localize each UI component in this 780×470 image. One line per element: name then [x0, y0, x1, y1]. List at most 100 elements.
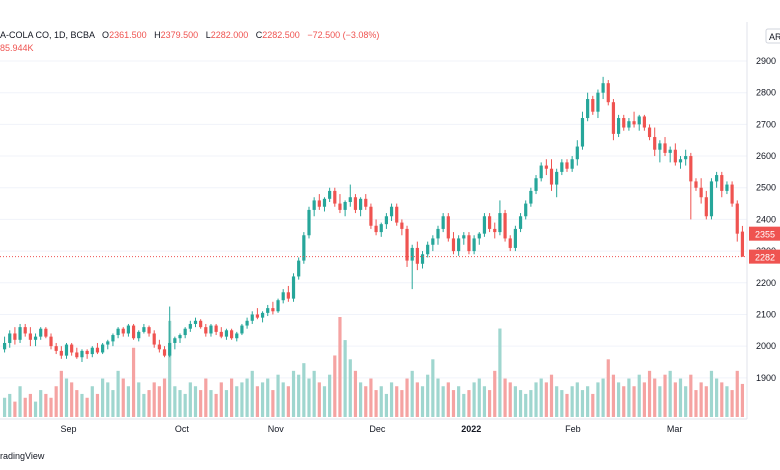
candle-body	[482, 216, 487, 234]
candle-body	[513, 228, 517, 248]
candle-body	[410, 247, 414, 261]
volume-bar	[498, 328, 502, 417]
candle-body	[699, 187, 703, 198]
candle-body	[740, 231, 745, 257]
candle-body	[451, 238, 456, 252]
volume-bar	[555, 386, 559, 417]
candle-body	[328, 190, 332, 199]
candle-body	[183, 328, 187, 336]
volume-bar	[54, 386, 58, 417]
candle-body	[131, 325, 136, 339]
candle-body	[420, 254, 425, 264]
volume-bar	[467, 390, 471, 417]
time-tick-label: Dec	[369, 424, 386, 434]
volume-bar	[493, 370, 497, 417]
candle-body	[493, 228, 497, 233]
volume-bar	[338, 317, 342, 417]
candle-body	[307, 209, 311, 236]
candle-body	[415, 247, 419, 264]
volume-bar	[302, 363, 306, 417]
volume-bar	[704, 386, 708, 417]
candle-body	[255, 314, 260, 318]
volume-bar	[75, 390, 79, 417]
volume-bar	[214, 393, 218, 417]
candle-body	[715, 175, 719, 182]
volume-bar	[70, 382, 74, 417]
candle-body	[637, 116, 641, 125]
volume-bar	[524, 393, 528, 417]
candle-body	[64, 344, 69, 356]
candle-body	[462, 235, 466, 239]
candle-body	[441, 216, 445, 229]
volume-bar	[281, 382, 285, 417]
volume-bar	[183, 393, 187, 417]
candle-body	[193, 320, 198, 324]
volume-bar	[80, 393, 84, 417]
candle-body	[426, 244, 430, 255]
volume-bar	[95, 393, 100, 417]
price-tick-label: 1900	[756, 373, 776, 383]
candle-body	[116, 328, 120, 336]
volume-bar	[59, 370, 63, 417]
candle-body	[673, 149, 677, 163]
scale-mode-badge[interactable]: AR	[765, 28, 780, 44]
volume-bar	[157, 386, 161, 417]
candle-body	[147, 327, 151, 334]
volume-bar	[121, 378, 125, 417]
high-value: 2379.500	[161, 30, 199, 40]
candle-body	[70, 344, 74, 353]
volume-bar	[85, 397, 89, 417]
candle-body	[663, 143, 667, 153]
volume-bar	[539, 378, 543, 417]
volume-bar	[348, 359, 352, 417]
svg-text:2282: 2282	[755, 253, 775, 263]
candle-body	[235, 333, 239, 339]
svg-text:2355: 2355	[755, 230, 775, 240]
candle-body	[59, 350, 63, 356]
volume-bar	[735, 370, 739, 417]
candle-body	[601, 83, 605, 93]
volume-bar	[513, 386, 517, 417]
candle-body	[178, 335, 182, 339]
volume-bar	[343, 340, 347, 417]
grid-lines	[0, 60, 747, 379]
candle-body	[322, 198, 327, 207]
time-axis[interactable]: Sep Oct Nov Dec 2022 Feb Mar	[60, 424, 682, 434]
candle-body	[704, 197, 708, 217]
volume-bar	[451, 390, 456, 417]
volume-bar	[204, 378, 208, 417]
volume-bar	[580, 390, 585, 417]
tradingview-watermark[interactable]: radingView	[0, 451, 45, 461]
candle-body	[725, 184, 729, 191]
candle-body	[142, 327, 146, 332]
candle-body	[518, 216, 523, 229]
volume-bar	[658, 386, 662, 417]
volume-bar	[240, 382, 244, 417]
low-label: L	[206, 30, 211, 40]
candle-body	[291, 276, 296, 299]
candle-body	[395, 206, 399, 223]
change-value: −72.500 (−3.08%)	[307, 30, 379, 40]
candle-body	[400, 222, 404, 229]
candle-body	[188, 323, 192, 329]
candle-body	[286, 292, 290, 299]
open-label: O	[102, 30, 109, 40]
candle-body	[18, 327, 22, 340]
candle-body	[23, 327, 27, 334]
candle-body	[616, 118, 621, 134]
volume-bar	[333, 355, 337, 417]
svg-text:AR: AR	[769, 32, 780, 42]
price-tick-label: 2800	[756, 88, 776, 98]
candle-body	[199, 320, 203, 328]
price-tick-label: 2600	[756, 151, 776, 161]
volume-bar	[699, 382, 703, 417]
volume-bar	[271, 390, 275, 417]
volume-bar	[359, 382, 363, 417]
candle-body	[565, 162, 569, 169]
time-tick-label: Feb	[565, 424, 581, 434]
candle-body	[338, 203, 342, 210]
volume-bar	[694, 390, 698, 417]
candle-body	[544, 165, 548, 169]
volume-bar	[193, 386, 198, 417]
